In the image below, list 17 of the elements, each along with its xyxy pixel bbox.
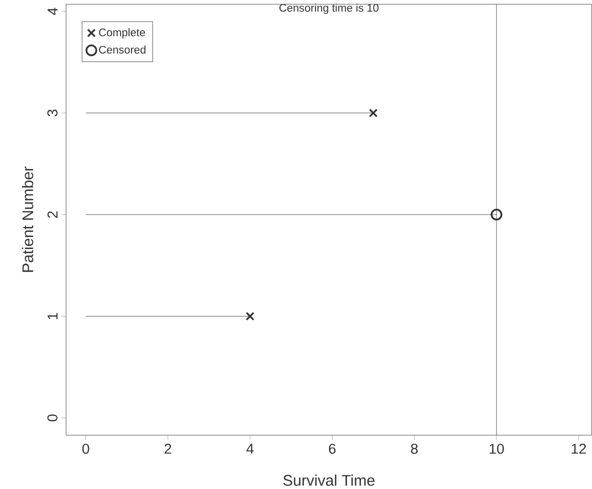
x-tick-label: 0 (82, 443, 90, 454)
y-tick-label: 3 (47, 109, 58, 116)
y-tick-label: 4 (48, 8, 58, 15)
x-tick-label: 8 (411, 443, 418, 454)
y-tick-label: 2 (48, 211, 58, 218)
legend-label: Complete (99, 28, 146, 38)
x-tick-label: 6 (328, 443, 336, 454)
y-axis-title: Patient Number (22, 166, 34, 272)
x-tick-label: 10 (490, 443, 504, 454)
y-tick-label: 0 (47, 414, 58, 422)
x-tick-label: 12 (572, 443, 586, 454)
legend-label: Censored (99, 45, 146, 54)
x-axis-title: Survival Time (283, 474, 374, 486)
x-tick-label: 2 (164, 443, 172, 454)
x-tick-label: 4 (246, 443, 254, 454)
chart-title: Censoring time is 10 (279, 3, 379, 14)
y-tick-label: 1 (48, 312, 58, 319)
